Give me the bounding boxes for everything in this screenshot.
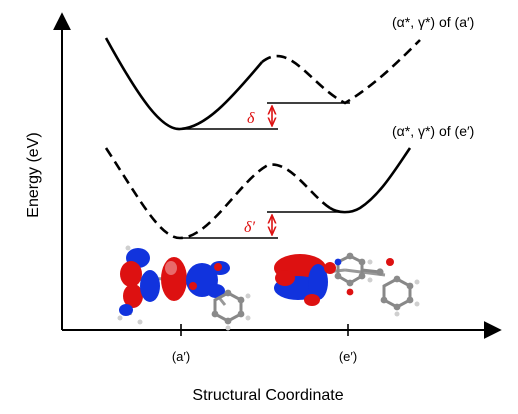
upper-curve-label: (α*, γ*) of (a′) (392, 14, 474, 30)
x-tick-label-a: (a′) (172, 349, 190, 364)
molecule-a-orbital-image (117, 245, 251, 331)
upper-gap-label: δ (247, 110, 255, 127)
molecule-e-orbital-image (274, 252, 420, 317)
lower-curve-label: (α*, γ*) of (e′) (392, 123, 474, 139)
x-tick-label-e: (e′) (339, 349, 357, 364)
lower-curve-solid (329, 147, 412, 214)
lower-curve-dashed (104, 147, 331, 240)
x-axis-label: Structural Coordinate (192, 387, 343, 404)
upper-curve-dashed (261, 39, 421, 105)
y-axis-label: Energy (eV) (25, 132, 42, 217)
lower-gap-label: δ′ (244, 219, 255, 236)
upper-curve-solid (104, 37, 263, 131)
